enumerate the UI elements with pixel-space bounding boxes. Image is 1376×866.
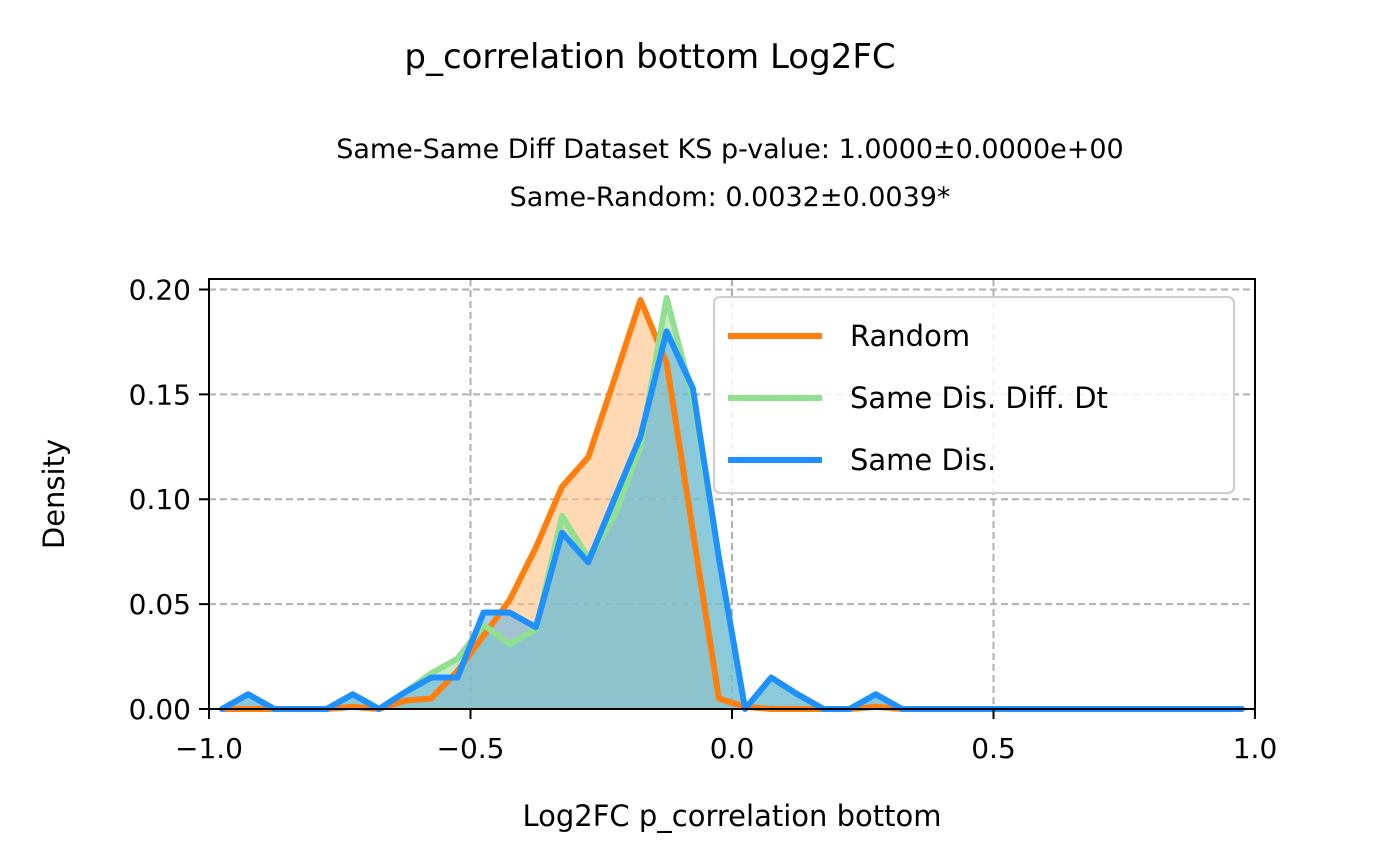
x-tick-label: 0.0 xyxy=(710,732,755,765)
random-legend-label: Random xyxy=(850,319,970,353)
x-tick-label: −0.5 xyxy=(437,732,505,765)
legend: Random Same Dis. Diff. Dt Same Dis. xyxy=(713,296,1235,494)
chart-title: p_correlation bottom Log2FC xyxy=(404,37,895,77)
x-tick-label: −1.0 xyxy=(175,732,243,765)
x-tick-label: 0.5 xyxy=(971,732,1016,765)
x-axis-label: Log2FC p_correlation bottom xyxy=(522,799,941,833)
y-axis-label: Density xyxy=(37,439,71,549)
chart-subtitle-line-2: Same-Random: 0.0032±0.0039* xyxy=(510,182,951,213)
legend-box xyxy=(713,296,1235,494)
y-axis-ticks: 0.00 0.05 0.10 0.15 0.20 xyxy=(129,273,209,726)
same-dis-legend-label: Same Dis. xyxy=(850,443,996,477)
y-tick-label: 0.15 xyxy=(129,378,191,411)
x-tick-label: 1.0 xyxy=(1233,732,1278,765)
y-tick-label: 0.00 xyxy=(129,693,191,726)
y-tick-label: 0.20 xyxy=(129,273,191,306)
chart-subtitle-line-1: Same-Same Diff Dataset KS p-value: 1.000… xyxy=(336,134,1123,165)
y-tick-label: 0.10 xyxy=(129,483,191,516)
same-dis-diff-dt-legend-label: Same Dis. Diff. Dt xyxy=(850,381,1108,415)
y-tick-label: 0.05 xyxy=(129,588,191,621)
x-axis-ticks: −1.0 −0.5 0.0 0.5 1.0 xyxy=(175,709,1277,765)
